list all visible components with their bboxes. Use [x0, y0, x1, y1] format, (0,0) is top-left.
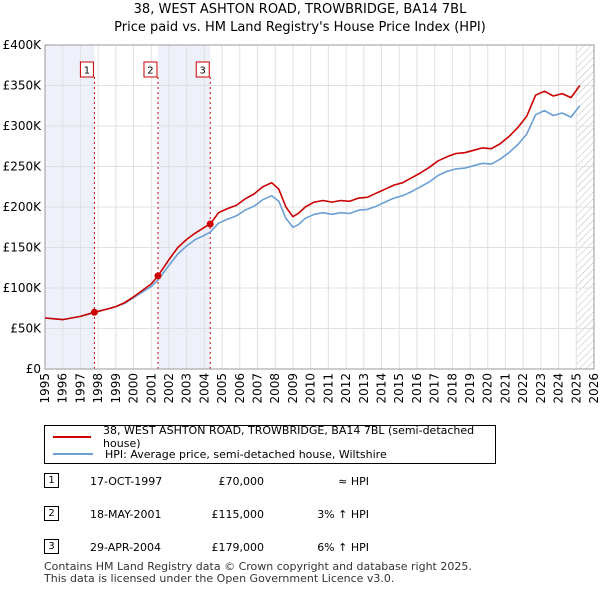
legend-swatch-property — [53, 436, 92, 438]
x-tick-label: 2023 — [534, 373, 548, 404]
sale-point — [90, 308, 98, 316]
x-tick-label: 2015 — [392, 373, 406, 404]
y-tick-label: £0 — [26, 362, 41, 376]
x-tick-label: 2008 — [268, 373, 282, 404]
sale-label-text: 3 — [200, 66, 206, 77]
sale-date: 18-MAY-2001 — [90, 508, 162, 521]
sale-marker-number: 2 — [44, 506, 59, 521]
sale-hpi-comparison: 6% ↑ HPI — [317, 541, 369, 554]
chart-subtitle: Price paid vs. HM Land Registry's House … — [114, 20, 486, 35]
x-tick-label: 1996 — [56, 373, 70, 404]
y-tick-label: £100K — [3, 281, 43, 295]
sale-marker-number: 3 — [44, 539, 59, 554]
sale-row: 1 17-OCT-1997 £70,000 ≈ HPI — [44, 471, 444, 491]
sale-row: 3 29-APR-2004 £179,000 6% ↑ HPI — [44, 537, 444, 557]
x-tick-label: 2019 — [463, 373, 477, 404]
sale-price: £115,000 — [211, 508, 265, 521]
x-tick-label: 2006 — [233, 373, 247, 404]
x-tick-label: 2018 — [445, 373, 459, 404]
x-tick-label: 1997 — [73, 373, 87, 404]
y-tick-label: £150K — [3, 241, 43, 255]
legend-item-hpi: HPI: Average price, semi-detached house,… — [53, 446, 387, 462]
sale-price: £179,000 — [211, 541, 265, 554]
sale-label-text: 2 — [147, 66, 153, 77]
chart-title: 38, WEST ASHTON ROAD, TROWBRIDGE, BA14 7… — [133, 2, 467, 17]
sale-label-text: 1 — [84, 66, 90, 77]
series-line-property — [44, 85, 581, 321]
x-tick-label: 2005 — [215, 373, 229, 404]
footer-licence: This data is licensed under the Open Gov… — [44, 572, 395, 585]
x-tick-label: 2000 — [127, 373, 141, 404]
footer-copyright: Contains HM Land Registry data © Crown c… — [44, 560, 472, 573]
x-tick-label: 2025 — [569, 373, 583, 404]
legend-label-property: 38, WEST ASHTON ROAD, TROWBRIDGE, BA14 7… — [103, 424, 475, 450]
x-tick-label: 1995 — [38, 373, 52, 404]
sale-row: 2 18-MAY-2001 £115,000 3% ↑ HPI — [44, 504, 444, 524]
sale-point — [154, 272, 162, 280]
x-tick-label: 2001 — [144, 373, 158, 404]
x-tick-label: 2011 — [321, 373, 335, 404]
plot-frame — [44, 44, 595, 370]
legend-swatch-hpi — [53, 453, 93, 455]
x-tick-label: 2003 — [180, 373, 194, 404]
x-tick-label: 2010 — [304, 373, 318, 404]
x-tick-label: 2014 — [374, 373, 388, 404]
sale-date: 29-APR-2004 — [90, 541, 162, 554]
sale-price: £70,000 — [218, 475, 265, 488]
x-tick-label: 2007 — [251, 373, 265, 404]
y-tick-label: £350K — [3, 79, 43, 93]
price-chart: £0 £50K £100K £150K £200K £250K £300K £350K £400… — [3, 38, 600, 404]
y-tick-label: £400K — [3, 38, 43, 52]
x-tick-label: 2020 — [481, 373, 495, 404]
x-tick-label: 2016 — [410, 373, 424, 404]
x-tick-label: 2024 — [552, 373, 566, 404]
sale-marker-number: 1 — [44, 473, 59, 488]
x-tick-label: 2004 — [197, 373, 211, 404]
sale-date: 17-OCT-1997 — [90, 475, 163, 488]
x-tick-label: 2009 — [286, 373, 300, 404]
legend-label-hpi: HPI: Average price, semi-detached house,… — [105, 447, 387, 461]
x-tick-label: 2002 — [162, 373, 176, 404]
x-tick-label: 1998 — [91, 373, 105, 404]
y-tick-label: £50K — [10, 322, 42, 336]
legend: 38, WEST ASHTON ROAD, TROWBRIDGE, BA14 7… — [44, 424, 496, 464]
sale-point — [206, 220, 214, 228]
series-line-hpi — [44, 105, 581, 321]
sale-label-box — [143, 61, 158, 78]
sale-label-box — [79, 61, 94, 78]
sale-label-box — [195, 61, 210, 78]
y-tick-label: £300K — [3, 119, 43, 133]
x-tick-label: 2012 — [339, 373, 353, 404]
y-tick-label: £250K — [3, 160, 43, 174]
x-tick-label: 2021 — [498, 373, 512, 404]
legend-item-property: 38, WEST ASHTON ROAD, TROWBRIDGE, BA14 7… — [53, 424, 495, 450]
x-tick-label: 2022 — [516, 373, 530, 404]
x-tick-label: 2026 — [587, 373, 600, 404]
sale-hpi-comparison: ≈ HPI — [338, 475, 369, 488]
x-tick-label: 2017 — [428, 373, 442, 404]
sale-hpi-comparison: 3% ↑ HPI — [317, 508, 369, 521]
footer: Contains HM Land Registry data © Crown c… — [44, 561, 472, 585]
x-tick-label: 1999 — [109, 373, 123, 404]
x-tick-label: 2013 — [357, 373, 371, 404]
y-tick-label: £200K — [3, 200, 43, 214]
